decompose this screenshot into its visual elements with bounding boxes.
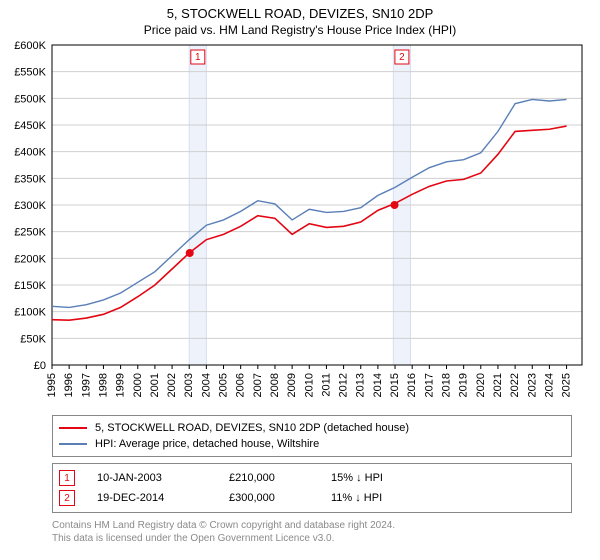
transaction-price: £300,000 (229, 492, 309, 504)
x-tick-label: 2019 (458, 373, 470, 397)
x-tick-label: 1999 (115, 373, 127, 397)
legend-label: 5, STOCKWELL ROAD, DEVIZES, SN10 2DP (de… (95, 422, 409, 434)
x-tick-label: 2025 (561, 373, 573, 397)
x-tick-label: 2004 (200, 373, 212, 397)
transaction-price: £210,000 (229, 472, 309, 484)
x-tick-label: 2003 (183, 373, 195, 397)
x-tick-label: 2000 (132, 373, 144, 397)
transaction-date: 19-DEC-2014 (97, 492, 207, 504)
x-tick-label: 2010 (303, 373, 315, 397)
x-tick-label: 1998 (97, 373, 109, 397)
transaction-delta: 15% ↓ HPI (331, 472, 411, 484)
marker-badge-label: 1 (195, 52, 201, 63)
y-tick-label: £50K (20, 333, 46, 345)
legend-row: HPI: Average price, detached house, Wilt… (59, 436, 565, 452)
x-tick-label: 2017 (423, 373, 435, 397)
x-tick-label: 2014 (372, 373, 384, 397)
x-tick-label: 1996 (63, 373, 75, 397)
chart-title-main: 5, STOCKWELL ROAD, DEVIZES, SN10 2DP (0, 6, 600, 21)
x-tick-label: 2013 (355, 373, 367, 397)
y-tick-label: £350K (14, 173, 46, 185)
x-tick-label: 2018 (440, 373, 452, 397)
y-tick-label: £400K (14, 147, 46, 159)
transaction-row: 1 10-JAN-2003 £210,000 15% ↓ HPI (59, 468, 565, 488)
y-tick-label: £200K (14, 253, 46, 265)
x-tick-label: 2002 (166, 373, 178, 397)
transaction-badge: 1 (59, 470, 75, 486)
line-chart: £0 £50K £100K £150K £200K £250K £300K £350K £400… (0, 39, 600, 409)
footer-line2: This data is licensed under the Open Gov… (52, 532, 572, 545)
x-tick-label: 2006 (235, 373, 247, 397)
transactions-table: 1 10-JAN-2003 £210,000 15% ↓ HPI 2 19-DEC-201… (52, 463, 572, 513)
y-tick-label: £300K (14, 200, 46, 212)
transaction-row: 2 19-DEC-2014 £300,000 11% ↓ HPI (59, 488, 565, 508)
x-tick-label: 1995 (46, 373, 58, 397)
x-tick-label: 2008 (269, 373, 281, 397)
y-tick-label: £100K (14, 307, 46, 319)
legend-row: 5, STOCKWELL ROAD, DEVIZES, SN10 2DP (de… (59, 420, 565, 436)
x-tick-label: 2005 (218, 373, 230, 397)
legend-label: HPI: Average price, detached house, Wilt… (95, 438, 319, 450)
x-tick-label: 2016 (406, 373, 418, 397)
chart-title-sub: Price paid vs. HM Land Registry's House … (0, 23, 600, 37)
legend-swatch (59, 427, 87, 429)
x-tick-label: 2020 (475, 373, 487, 397)
footer-attribution: Contains HM Land Registry data © Crown c… (52, 519, 572, 545)
y-tick-label: £250K (14, 227, 46, 239)
y-tick-label: £150K (14, 280, 46, 292)
transaction-badge: 2 (59, 490, 75, 506)
x-tick-label: 2021 (492, 373, 504, 397)
x-tick-label: 2011 (320, 373, 332, 397)
x-tick-label: 2024 (543, 373, 555, 397)
transaction-marker (186, 249, 194, 257)
y-tick-label: £500K (14, 93, 46, 105)
x-tick-label: 2009 (286, 373, 298, 397)
x-tick-label: 2012 (338, 373, 350, 397)
x-tick-label: 1997 (80, 373, 92, 397)
y-tick-label: £0 (34, 360, 46, 372)
series-property (52, 126, 567, 320)
series-hpi (52, 99, 567, 307)
transaction-marker (391, 201, 399, 209)
marker-badge-label: 2 (399, 52, 405, 63)
y-tick-label: £550K (14, 67, 46, 79)
transaction-date: 10-JAN-2003 (97, 472, 207, 484)
x-tick-label: 2001 (149, 373, 161, 397)
x-tick-label: 2022 (509, 373, 521, 397)
x-tick-label: 2015 (389, 373, 401, 397)
footer-line1: Contains HM Land Registry data © Crown c… (52, 519, 572, 532)
x-tick-label: 2023 (526, 373, 538, 397)
y-tick-label: £450K (14, 120, 46, 132)
x-tick-label: 2007 (252, 373, 264, 397)
legend: 5, STOCKWELL ROAD, DEVIZES, SN10 2DP (de… (52, 415, 572, 457)
legend-swatch (59, 443, 87, 445)
chart-title-block: 5, STOCKWELL ROAD, DEVIZES, SN10 2DP Pri… (0, 0, 600, 39)
transaction-delta: 11% ↓ HPI (331, 492, 411, 504)
chart-svg: £0 £50K £100K £150K £200K £250K £300K £350K £400… (0, 39, 600, 409)
y-tick-label: £600K (14, 40, 46, 52)
